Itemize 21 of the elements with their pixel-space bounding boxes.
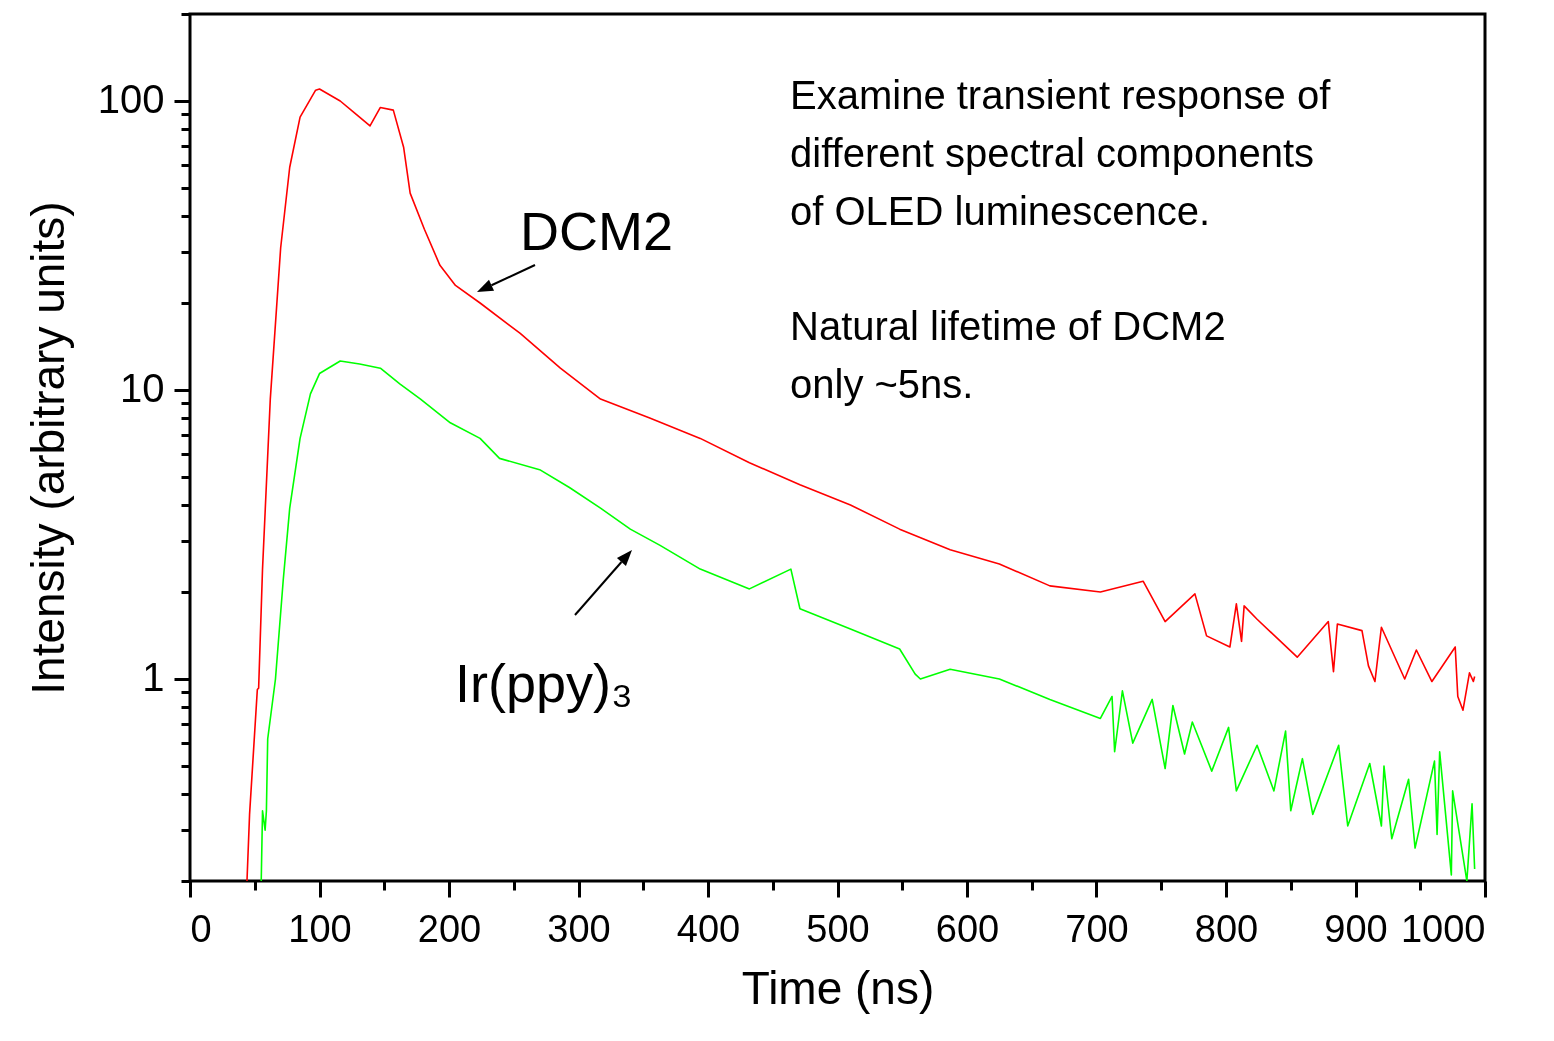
y-axis-title: Intensity (arbitrary units) xyxy=(21,201,74,695)
y-tick-label: 1 xyxy=(142,655,165,700)
line-series xyxy=(260,360,1476,881)
x-tick-label: 700 xyxy=(1065,907,1129,950)
x-tick-label: 200 xyxy=(417,907,482,950)
annotation: Examine transient response of different spectral components of OLED luminescence. xyxy=(790,73,1332,233)
x-tick-label: 900 xyxy=(1324,907,1388,950)
x-tick-label: 600 xyxy=(935,907,1000,950)
series-label: DCM2 xyxy=(520,201,674,261)
annotation: Natural lifetime of DCM2 only ~5ns. xyxy=(790,304,1226,406)
x-axis-title: Time (ns) xyxy=(741,961,935,1014)
x-tick-label: 400 xyxy=(676,907,741,950)
x-tick-label: 100 xyxy=(288,907,352,950)
x-tick-label: 800 xyxy=(1194,907,1259,950)
x-tick-label: 0 xyxy=(190,907,212,950)
y-tick-label: 100 xyxy=(97,77,165,122)
series-label: Ir(ppy)₃ xyxy=(455,653,634,713)
x-tick-label: 300 xyxy=(547,907,611,950)
x-tick-label: 500 xyxy=(806,907,870,950)
x-tick-label: 1000 xyxy=(1400,907,1486,950)
y-tick-label: 10 xyxy=(120,366,165,411)
